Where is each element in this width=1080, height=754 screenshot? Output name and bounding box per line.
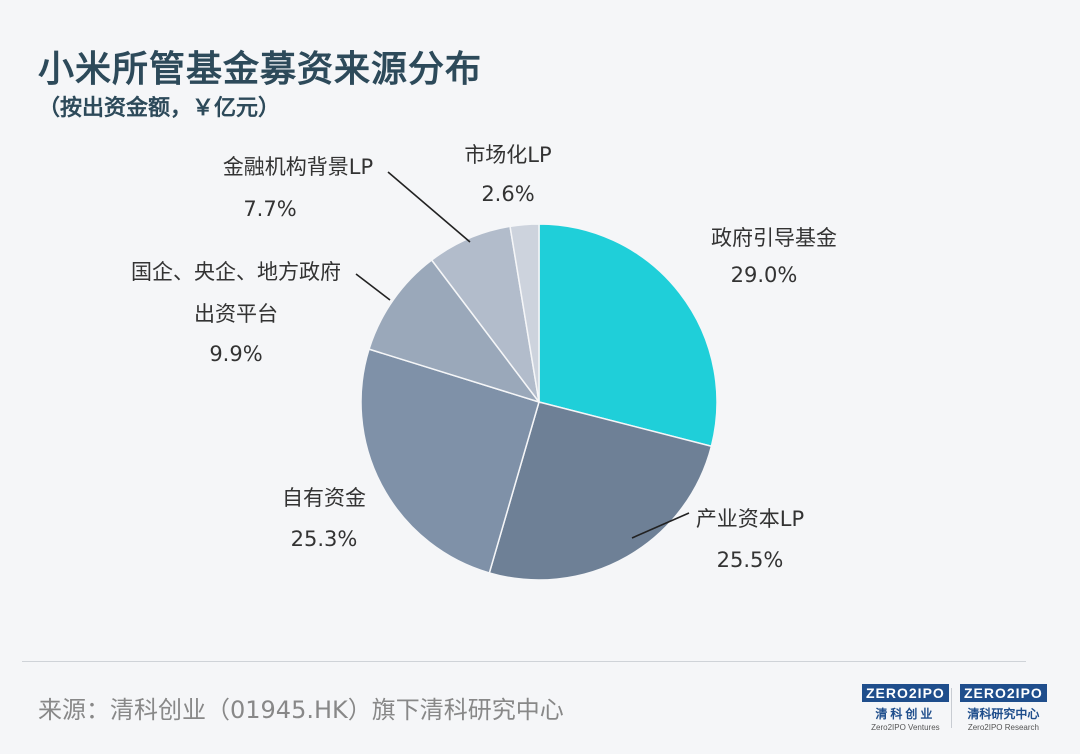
pie-slice [509,223,540,403]
slice-category-label: 政府引导基金 [711,226,837,250]
logo-separator [951,688,952,728]
pie-chart: 政府引导基金 29.0% 产业资本LP 25.5% 自有资金 25.3% 国企、央企、地方政… [131,143,837,581]
zero2ipo-ventures-logo: ZERO2IPO 清科创业 Zero2IPO Ventures [862,684,949,732]
pie-slice [360,348,540,574]
slice-category-label: 国企、央企、地方政府 [131,260,341,284]
pie-slice [368,258,542,404]
slice-category-label: 产业资本LP [696,507,804,531]
slice-value-label: 9.9% [209,342,262,366]
logo-en-text: Zero2IPO Research [967,723,1039,732]
slice-category-label: 市场化LP [464,143,551,167]
chart-subtitle: （按出资金额，￥亿元） [38,96,281,121]
logo-en-text: Zero2IPO Ventures [871,723,940,732]
slice-value-label: 29.0% [731,263,798,287]
pie-slice [488,401,713,581]
logo-cn-text: 清科创业 [875,707,936,721]
slice-value-label: 25.3% [291,527,358,551]
slice-value-label: 7.7% [243,197,296,221]
slice-value-label: 2.6% [481,182,534,206]
slice-value-label: 25.5% [717,548,784,572]
slice-category-label: 出资平台 [194,302,278,326]
leader-line [355,273,391,301]
logo-mark: ZERO2IPO [960,684,1047,702]
zero2ipo-research-logo: ZERO2IPO 清科研究中心 Zero2IPO Research [960,684,1047,732]
source-note: 来源：清科创业（01945.HK）旗下清科研究中心 [38,696,564,724]
chart-title: 小米所管基金募资来源分布 [38,49,483,90]
leader-line [387,171,471,243]
slice-category-label: 金融机构背景LP [223,155,373,179]
footer-divider [22,661,1026,662]
logo-mark: ZERO2IPO [862,684,949,702]
pie-slice [538,223,718,448]
leader-line [631,512,690,539]
logo-cn-text: 清科研究中心 [967,707,1040,721]
slice-category-label: 自有资金 [282,486,366,510]
